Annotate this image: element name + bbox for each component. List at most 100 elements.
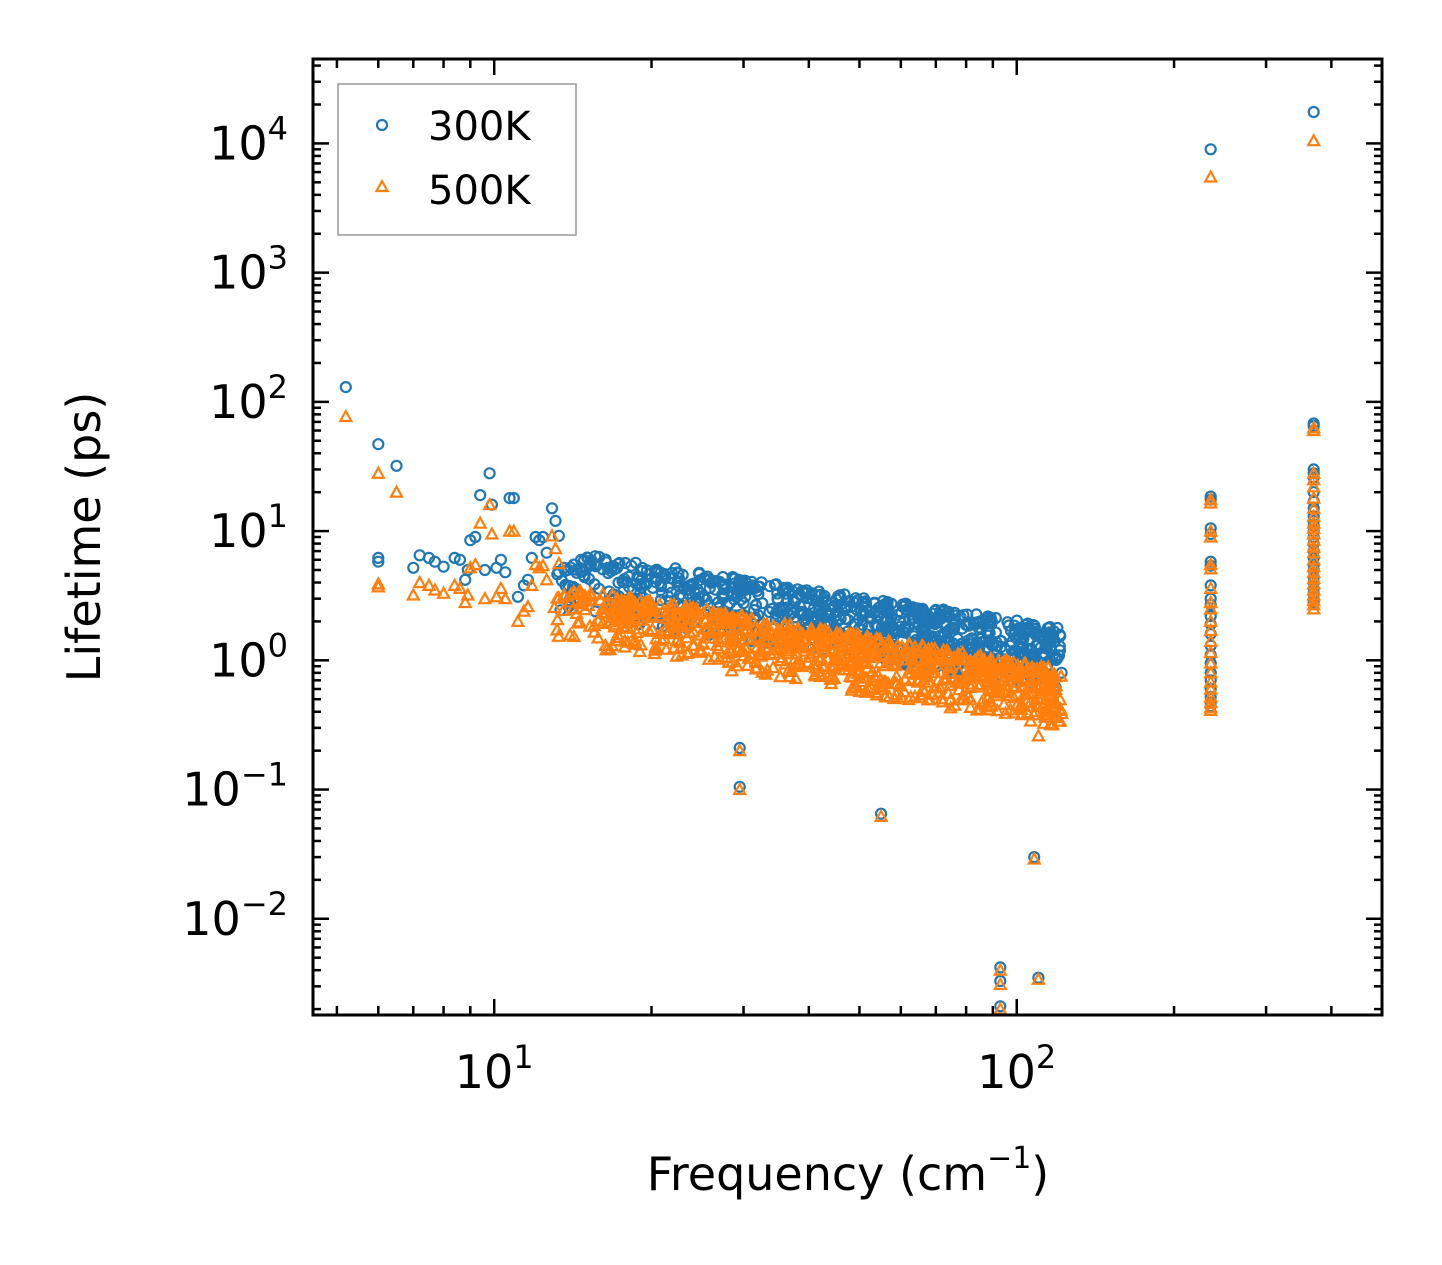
- band-marker-300K: [833, 598, 847, 612]
- band-marker-500K: [1042, 673, 1058, 688]
- band-marker-500K: [791, 636, 807, 650]
- data-point-500K: [1306, 420, 1322, 434]
- band-marker-500K: [759, 625, 775, 639]
- band-marker-500K: [613, 608, 629, 623]
- data-point-500K: [556, 587, 572, 601]
- band-marker-500K: [1011, 700, 1027, 715]
- band-marker-300K: [781, 581, 794, 594]
- band-marker-500K: [663, 605, 679, 620]
- band-marker-300K: [840, 600, 853, 613]
- band-marker-500K: [903, 665, 919, 679]
- band-marker-500K: [595, 586, 611, 600]
- band-marker-500K: [607, 603, 622, 617]
- band-marker-300K: [906, 601, 920, 614]
- band-marker-300K: [578, 570, 591, 584]
- band-marker-500K: [707, 649, 723, 663]
- band-marker-500K: [813, 623, 829, 637]
- band-marker-500K: [761, 631, 777, 646]
- band-marker-300K: [748, 581, 762, 595]
- band-marker-500K: [844, 656, 859, 670]
- axis-ticks: [313, 59, 1384, 1015]
- band-marker-500K: [800, 654, 816, 669]
- data-point-500K: [338, 408, 354, 423]
- band-marker-300K: [617, 576, 631, 589]
- band-marker-500K: [669, 632, 685, 647]
- data-point-500K: [436, 585, 451, 599]
- band-marker-500K: [1015, 679, 1031, 694]
- data-point-300K: [339, 381, 352, 394]
- band-marker-300K: [970, 616, 983, 629]
- data-point-500K: [732, 742, 748, 757]
- band-marker-300K: [636, 561, 649, 575]
- band-marker-500K: [827, 657, 843, 671]
- band-marker-500K: [779, 643, 794, 657]
- band-marker-500K: [910, 674, 926, 688]
- band-marker-500K: [963, 678, 979, 693]
- band-marker-500K: [844, 682, 860, 696]
- band-marker-300K: [814, 588, 827, 602]
- band-marker-500K: [647, 645, 662, 660]
- band-marker-500K: [612, 629, 627, 644]
- band-marker-500K: [907, 639, 923, 653]
- band-marker-500K: [546, 599, 562, 614]
- data-point-300K: [994, 974, 1007, 988]
- band-marker-300K: [859, 595, 872, 608]
- x-tick-label: 102: [977, 1038, 1056, 1099]
- band-marker-500K: [728, 612, 744, 627]
- data-point-500K: [1203, 594, 1219, 609]
- band-marker-500K: [850, 634, 865, 648]
- band-marker-500K: [917, 643, 933, 657]
- band-marker-500K: [973, 647, 988, 662]
- band-marker-500K: [1000, 672, 1016, 687]
- band-marker-500K: [872, 678, 887, 693]
- band-marker-300K: [807, 602, 821, 615]
- band-marker-500K: [671, 607, 686, 622]
- data-point-300K: [1307, 105, 1320, 119]
- band-marker-500K: [940, 685, 956, 700]
- band-marker-300K: [672, 579, 685, 593]
- band-marker-500K: [856, 641, 871, 656]
- band-marker-500K: [1053, 668, 1069, 682]
- plot-area: [338, 105, 1322, 1015]
- band-marker-500K: [562, 627, 578, 641]
- band-marker-500K: [926, 680, 942, 694]
- data-point-300K: [474, 489, 487, 502]
- band-marker-500K: [723, 626, 739, 641]
- band-marker-300K: [844, 600, 858, 614]
- band-marker-500K: [861, 681, 876, 695]
- band-marker-300K: [669, 562, 682, 575]
- band-marker-500K: [770, 638, 786, 653]
- band-marker-300K: [751, 584, 764, 598]
- band-marker-500K: [601, 613, 617, 628]
- legend-label-500K: 500K: [428, 168, 532, 214]
- data-point-500K: [548, 540, 563, 555]
- data-point-300K: [567, 558, 580, 571]
- band-marker-300K: [1049, 653, 1063, 667]
- band-marker-300K: [929, 614, 943, 627]
- band-marker-500K: [772, 668, 788, 683]
- data-point-300K: [483, 467, 496, 480]
- band-marker-500K: [1007, 664, 1023, 678]
- band-marker-500K: [1023, 713, 1038, 727]
- band-marker-500K: [745, 613, 761, 627]
- data-point-300K: [511, 590, 525, 603]
- band-marker-300K: [763, 605, 776, 619]
- band-marker-300K: [899, 626, 912, 639]
- band-marker-500K: [607, 597, 623, 612]
- data-point-300K: [503, 492, 516, 505]
- data-point-300K: [577, 563, 590, 577]
- data-point-500K: [1306, 532, 1322, 546]
- band-marker-500K: [1017, 655, 1033, 669]
- band-marker-300K: [673, 575, 686, 588]
- band-marker-500K: [889, 668, 904, 683]
- band-marker-500K: [1019, 694, 1035, 708]
- band-marker-500K: [647, 642, 663, 656]
- band-marker-500K: [943, 700, 958, 714]
- band-marker-300K: [1034, 641, 1047, 654]
- data-point-500K: [1306, 544, 1322, 559]
- band-marker-500K: [886, 690, 902, 704]
- data-point-300K: [1204, 579, 1217, 592]
- band-marker-500K: [682, 607, 697, 621]
- data-point-300K: [545, 502, 559, 515]
- band-marker-300K: [981, 624, 995, 637]
